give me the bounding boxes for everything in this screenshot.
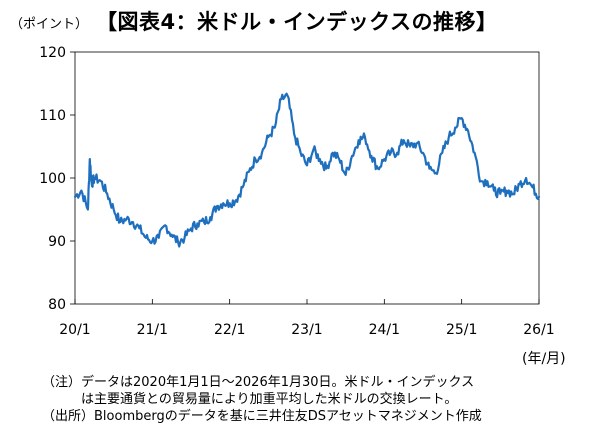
source-text: Bloombergのデータを基に三井住友DSアセットマネジメント作成: [94, 409, 482, 424]
y-axis: 80 90 100 110 120: [39, 45, 75, 313]
y-tick-label: 90: [48, 234, 66, 250]
usd-index-series-line: [73, 92, 541, 248]
y-tick-label: 120: [39, 45, 66, 61]
source-row: （出所）Bloombergのデータを基に三井住友DSアセットマネジメント作成: [42, 408, 482, 425]
note-text-line1: データは2020年1月1日～2026年1月30日。米ドル・インデックス: [81, 375, 475, 390]
note-label: （注）: [42, 375, 82, 390]
x-tick-label: 25/1: [446, 322, 477, 338]
x-axis-period-label: (年/月): [522, 351, 566, 367]
x-tick-label: 21/1: [137, 322, 168, 338]
x-tick-label: 20/1: [59, 322, 90, 338]
note-text-line2: は主要通貨との貿易量により加重平均した米ドルの交換レート。: [81, 392, 458, 407]
y-tick-label: 100: [39, 171, 66, 187]
x-axis: 20/1 21/1 22/1 23/1 24/1 25/1 26/1: [59, 299, 555, 338]
x-tick-label: 24/1: [369, 322, 400, 338]
chart-title: 【図表4：米ドル・インデックスの推移】: [96, 10, 498, 34]
y-tick-label: 80: [48, 297, 66, 313]
plot-area-frame: [74, 51, 540, 305]
x-tick-label: 22/1: [214, 322, 245, 338]
x-tick-label: 26/1: [523, 322, 554, 338]
note-row: （注）データは2020年1月1日～2026年1月30日。米ドル・インデックス: [42, 374, 482, 391]
y-tick-label: 110: [39, 108, 66, 124]
y-axis-unit-label: （ポイント）: [10, 17, 89, 32]
x-tick-label: 23/1: [291, 322, 322, 338]
source-label: （出所）: [42, 409, 95, 424]
footnotes: （注）データは2020年1月1日～2026年1月30日。米ドル・インデックス は…: [42, 374, 482, 425]
